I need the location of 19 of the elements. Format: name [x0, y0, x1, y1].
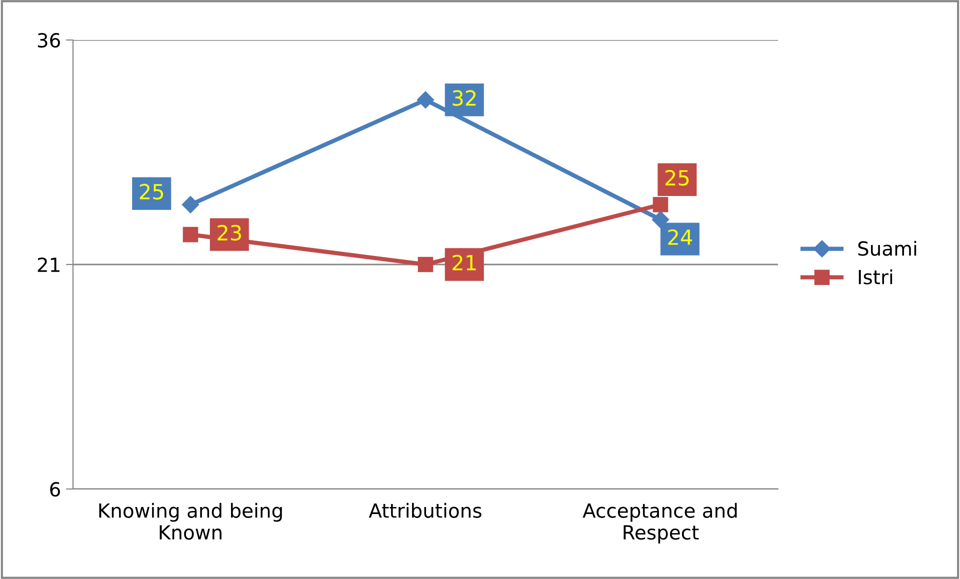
point	[182, 226, 198, 242]
data-label: 21	[452, 254, 476, 270]
data-label: 25	[140, 184, 164, 200]
x-tick-label: Knowing and being Known	[99, 502, 282, 540]
point	[418, 256, 434, 272]
y-tick-label: 6	[50, 482, 60, 497]
x-tick-label: Attributions	[368, 502, 482, 518]
legend-label: Suami	[858, 240, 916, 256]
point	[652, 196, 668, 212]
data-label: 23	[218, 224, 241, 241]
point	[416, 91, 434, 108]
data-label: 32	[452, 90, 476, 106]
y-tick-label: 21	[38, 257, 60, 272]
point	[182, 196, 200, 214]
data-label: 25	[665, 170, 689, 186]
legend-label: Istri	[858, 269, 892, 284]
x-tick-label: Acceptance and Respect	[582, 502, 737, 544]
y-tick-label: 36	[38, 32, 60, 48]
data-label: 24	[668, 229, 692, 245]
